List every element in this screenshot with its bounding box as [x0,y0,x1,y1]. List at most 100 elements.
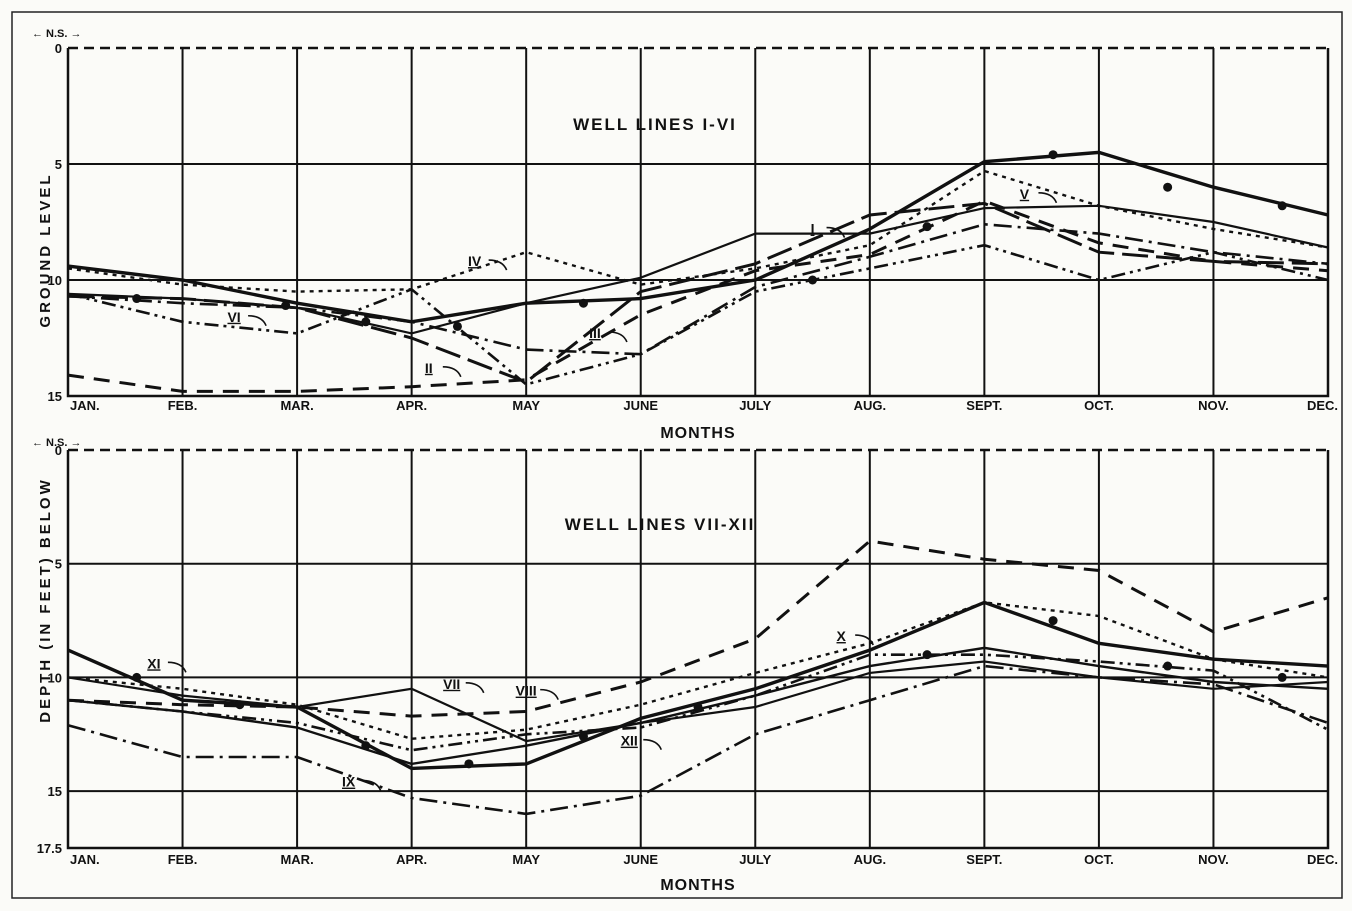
y-tick-label: 5 [55,557,62,572]
x-tick-label: DEC. [1307,398,1338,413]
series-label-leader [643,738,663,750]
y-tick-label: 10 [48,670,62,685]
series-marker [132,294,142,304]
x-tick-label: MAR. [280,398,313,413]
chart-panel-2: 0 5 10 15 17.5 JAN. FEB. MAR. APR. MAY JUNE JULY AUG… [32,437,1338,894]
x-tick-label: MAY [512,852,540,867]
series-label-ix: IX [342,774,356,790]
y-tick-label: 5 [55,157,62,172]
series-label-i: I [811,221,815,237]
series-marker [1163,182,1173,192]
x-tick-label: JUNE [623,398,658,413]
scale-note: ← N.S. → [32,28,82,40]
series-label-iv: IV [468,253,482,269]
series-line-unlabeled [67,150,1329,324]
series-label-leader [855,634,874,646]
series-label-leader [488,259,508,271]
series-label-v: V [1020,186,1030,202]
x-tick-label: NOV. [1198,398,1229,413]
series-marker [808,275,818,285]
series-line-vi [67,243,1329,386]
series-label-leader [608,331,628,343]
y-tick-label: 0 [55,443,62,458]
series-line-vii [67,660,1329,743]
x-tick-label: JUNE [623,852,658,867]
x-tick-label: OCT. [1084,852,1114,867]
y-tick-label: 0 [55,41,62,56]
series-label-leader [1038,192,1058,204]
plot-frame [66,48,1330,398]
x-tick-label: FEB. [168,852,198,867]
series-marker [578,732,588,742]
series-marker [693,702,703,712]
series-marker [1277,672,1287,682]
series-label-leader [442,366,462,378]
x-tick-label: JULY [739,398,771,413]
series-marker [1163,661,1173,671]
series-line-x [67,601,1329,741]
series-marker [1048,150,1058,160]
series-marker [132,672,142,682]
series-marker [464,759,474,769]
x-axis-title: MONTHS [660,425,735,442]
plot-frame [66,450,1330,850]
series-label-leader [248,314,267,327]
y-tick-label: 15 [48,389,62,404]
series-marker [578,298,588,308]
series-marker [1277,201,1287,211]
series-marker [361,741,371,751]
x-tick-label: JAN. [70,852,100,867]
panel-title: WELL LINES I-VI [573,115,737,134]
series-label-xii: XII [621,733,638,749]
x-tick-label: JAN. [70,398,100,413]
y-tick-label: 17.5 [37,841,62,856]
x-tick-label: MAR. [280,852,313,867]
series-marker [922,650,932,660]
y-axis-label-upper: GROUND LEVEL [37,172,54,327]
x-tick-label: OCT. [1084,398,1114,413]
series-line-iv [67,169,1329,293]
series-marker [452,321,462,331]
series-label-vii: VII [443,676,460,692]
series-marker [281,301,291,311]
series-label-viii: VIII [516,683,537,699]
series-label-x: X [837,628,847,644]
x-tick-label: APR. [396,852,427,867]
series-label-leader [465,682,485,694]
x-tick-label: AUG. [854,398,887,413]
x-tick-label: MAY [512,398,540,413]
series-line-unlabeled [67,600,1329,771]
series-line-ix [67,664,1329,816]
x-tick-label: NOV. [1198,852,1229,867]
y-tick-label: 15 [48,784,62,799]
series-marker [1048,616,1058,626]
y-tick-label: 10 [48,273,62,288]
series-label-leader [362,779,382,791]
outer-border [11,11,1343,899]
series-marker [235,700,245,710]
x-tick-label: SEPT. [966,398,1002,413]
series-marker [361,317,371,327]
series-label-leader [540,688,559,700]
x-tick-label: FEB. [168,398,198,413]
series-line-ii [67,199,1329,393]
series-label-ii: II [425,360,433,376]
series-label-vi: VI [227,309,240,325]
series-label-xi: XI [147,655,160,671]
series-label-iii: III [589,325,601,341]
series-marker [922,222,932,232]
series-label-leader [167,661,187,673]
x-axis-title: MONTHS [660,877,735,894]
chart-panel-1: 0 5 10 15 JAN. FEB. MAR. APR. MAY JUNE JULY AUG. SEP… [32,28,1338,442]
x-tick-label: DEC. [1307,852,1338,867]
series-line-v [67,201,1329,384]
x-tick-label: JULY [739,852,771,867]
series-line-xii [67,653,1329,752]
x-tick-label: APR. [396,398,427,413]
panel-title: WELL LINES VII-XII [565,515,756,534]
y-axis-label-lower: DEPTH (IN FEET) BELOW [37,477,54,723]
x-tick-label: SEPT. [966,852,1002,867]
x-tick-label: AUG. [854,852,887,867]
